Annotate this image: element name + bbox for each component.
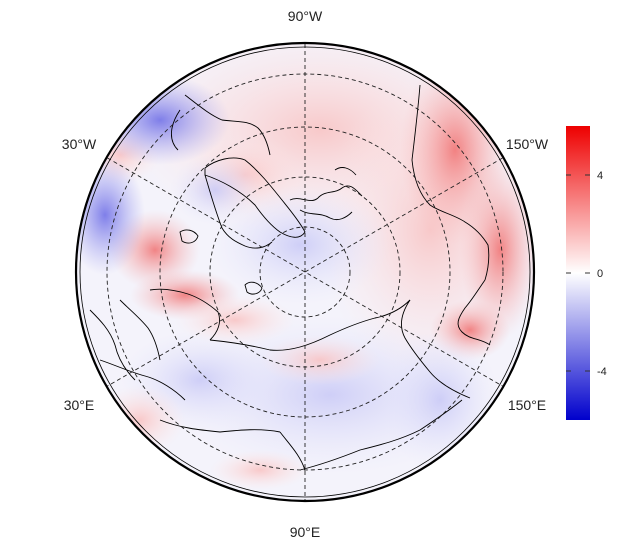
meridian-30 <box>107 157 503 387</box>
alaska-coast <box>411 84 490 281</box>
meridian-150 <box>107 157 503 387</box>
colorbar-ticks: 4 0 -4 <box>566 170 607 378</box>
lon-label-lower-left: 30°E <box>64 397 95 413</box>
hudson-bay-coast <box>171 94 271 156</box>
coastlines <box>89 84 491 471</box>
graticule <box>106 44 504 500</box>
chukotka-coast <box>400 299 471 399</box>
colorbar: 4 0 -4 <box>566 126 607 420</box>
anomaly-field <box>77 44 533 500</box>
lon-label-upper-left: 30°W <box>62 136 97 152</box>
asia-borders <box>279 399 463 471</box>
scandinavia-coast <box>119 288 221 361</box>
colorbar-tick-label: 0 <box>597 268 603 280</box>
lon-label-top: 90°W <box>288 8 323 24</box>
map-border-outer <box>74 41 536 503</box>
lon-label-lower-right: 150°E <box>508 397 546 413</box>
colorbar-tick-label: 4 <box>597 170 603 182</box>
siberian-coast <box>209 299 411 351</box>
greenland-east-coast <box>204 174 273 249</box>
svalbard-coast <box>244 281 263 295</box>
alaska-west-coast <box>457 279 491 346</box>
greenland-coast <box>204 157 306 238</box>
map-border-inner <box>79 46 531 498</box>
iceland-coast <box>179 229 199 244</box>
europe-borders <box>89 309 281 433</box>
lon-label-upper-right: 150°W <box>506 136 549 152</box>
colorbar-tick-label: -4 <box>597 366 607 378</box>
lon-label-bottom: 90°E <box>290 524 321 540</box>
